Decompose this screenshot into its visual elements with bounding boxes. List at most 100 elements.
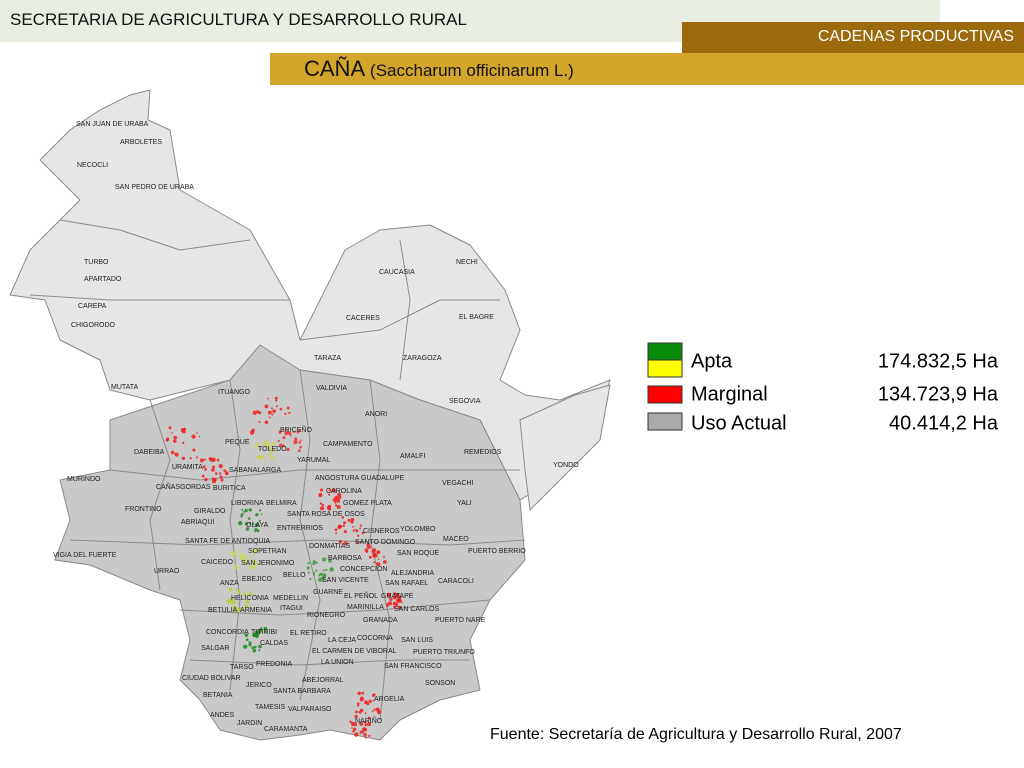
crop-zone bbox=[250, 555, 253, 558]
crop-zone bbox=[322, 579, 325, 582]
municipality-label: SAN CARLOS bbox=[394, 606, 439, 613]
region-magdalena bbox=[519, 384, 611, 511]
crop-zone bbox=[234, 554, 238, 557]
crop-zone bbox=[267, 397, 269, 400]
crop-zone bbox=[233, 557, 236, 560]
crop-zone bbox=[204, 468, 207, 471]
crop-zone bbox=[268, 416, 271, 419]
crop-zone bbox=[252, 648, 257, 653]
municipality-label: CONCEPCION bbox=[340, 566, 387, 573]
crop-zone bbox=[322, 557, 327, 562]
crop-zone bbox=[263, 439, 266, 442]
crop-zone bbox=[359, 524, 363, 527]
crop-zone bbox=[201, 474, 205, 478]
municipality-label: YONDO bbox=[553, 462, 579, 469]
crop-zone bbox=[195, 456, 198, 459]
crop-zone bbox=[243, 644, 248, 649]
crop-zone bbox=[356, 702, 360, 706]
municipality-label: APARTADO bbox=[84, 276, 122, 283]
municipality-label: NECOCLI bbox=[77, 162, 108, 169]
crop-zone bbox=[363, 732, 367, 737]
legend-label: Marginal bbox=[691, 383, 768, 405]
municipality-label: SAN VICENTE bbox=[322, 577, 369, 584]
crop-zone bbox=[254, 527, 258, 532]
crop-zone bbox=[356, 534, 360, 538]
municipality-label: TURBO bbox=[84, 259, 109, 266]
municipality-label: YALI bbox=[457, 500, 472, 507]
crop-zone bbox=[318, 574, 321, 577]
crop-zone bbox=[359, 721, 364, 726]
crop-zone bbox=[325, 568, 328, 571]
crop-zone bbox=[252, 410, 257, 415]
municipality-label: LA UNION bbox=[321, 659, 354, 666]
crop-zone bbox=[329, 567, 334, 572]
crop-zone bbox=[279, 443, 284, 448]
municipality-label: SANTO DOMINGO bbox=[355, 539, 416, 546]
legend-swatch-apta-green bbox=[647, 342, 683, 361]
municipality-label: SAN LUIS bbox=[401, 637, 433, 644]
municipality-label: JERICO bbox=[246, 682, 272, 689]
municipality-label: URAMITA bbox=[172, 464, 203, 471]
crop-zone bbox=[350, 520, 354, 524]
municipality-label: CISNEROS bbox=[363, 528, 400, 535]
section-bar: CADENAS PRODUCTIVAS bbox=[682, 22, 1024, 53]
crop-zone bbox=[244, 508, 248, 513]
crop-zone bbox=[248, 606, 251, 609]
municipality-label: BETANIA bbox=[203, 692, 233, 699]
crop-zone bbox=[387, 592, 392, 597]
crop-zone bbox=[352, 525, 355, 528]
crop-zone bbox=[251, 550, 254, 553]
crop-zone bbox=[373, 552, 377, 555]
crop-zone bbox=[245, 599, 250, 604]
crop-zone bbox=[279, 407, 283, 411]
municipality-label: SABANALARGA bbox=[229, 467, 281, 474]
municipality-label: ANZA bbox=[220, 580, 239, 587]
crop-zone bbox=[285, 427, 287, 430]
municipality-label: LA CEJA bbox=[328, 637, 356, 644]
crop-zone bbox=[254, 548, 259, 552]
header-bar: SECRETARIA DE AGRICULTURA Y DESARROLLO R… bbox=[0, 0, 940, 42]
crop-zone bbox=[338, 540, 343, 544]
crop-zone bbox=[363, 720, 367, 724]
crop-zone bbox=[170, 450, 175, 455]
municipality-label: CHIGORODO bbox=[71, 322, 116, 329]
crop-zone bbox=[372, 699, 375, 702]
crop-zone bbox=[322, 569, 325, 572]
crop-zone bbox=[377, 558, 380, 560]
crop-zone bbox=[191, 434, 196, 439]
municipality-label: CONCORDIA bbox=[206, 629, 249, 636]
municipality-label: ALEJANDRIA bbox=[391, 570, 435, 577]
legend-swatch-uso-actual bbox=[647, 412, 683, 431]
crop-zone bbox=[252, 522, 255, 525]
crop-zone bbox=[174, 452, 179, 457]
crop-zone bbox=[238, 521, 243, 526]
crop-zone bbox=[359, 730, 364, 734]
legend-value: 40.414,2 Ha bbox=[889, 412, 999, 434]
municipality-label: CACERES bbox=[346, 315, 380, 322]
legend-swatch-marginal bbox=[647, 385, 683, 404]
source-note: Fuente: Secretaría de Agricultura y Desa… bbox=[490, 726, 902, 743]
crop-zone bbox=[342, 524, 345, 528]
municipality-label: ARGELIA bbox=[374, 696, 405, 703]
crop-zone bbox=[320, 493, 323, 496]
crop-zone bbox=[372, 548, 377, 552]
crop-zone bbox=[252, 430, 255, 434]
crop-zone bbox=[234, 549, 238, 552]
crop-zone bbox=[359, 527, 362, 530]
crop-zone bbox=[392, 601, 397, 606]
legend-swatch-apta-yellow bbox=[647, 359, 683, 378]
crop-zone bbox=[275, 405, 278, 408]
crop-zone bbox=[352, 727, 357, 731]
municipality-label: SEGOVIA bbox=[449, 398, 481, 405]
municipality-label: BURITICA bbox=[213, 485, 246, 492]
crop-zone bbox=[309, 577, 312, 581]
crop-zone bbox=[268, 446, 272, 450]
crop-zone bbox=[354, 714, 358, 719]
crop-zone bbox=[359, 696, 365, 701]
municipality-label: SAN JUAN DE URABA bbox=[76, 121, 149, 128]
crop-zone bbox=[299, 445, 303, 449]
crop-zone bbox=[249, 610, 251, 612]
crop-zone bbox=[367, 716, 371, 720]
crop-zone bbox=[251, 646, 255, 650]
crop-zone bbox=[307, 571, 310, 574]
